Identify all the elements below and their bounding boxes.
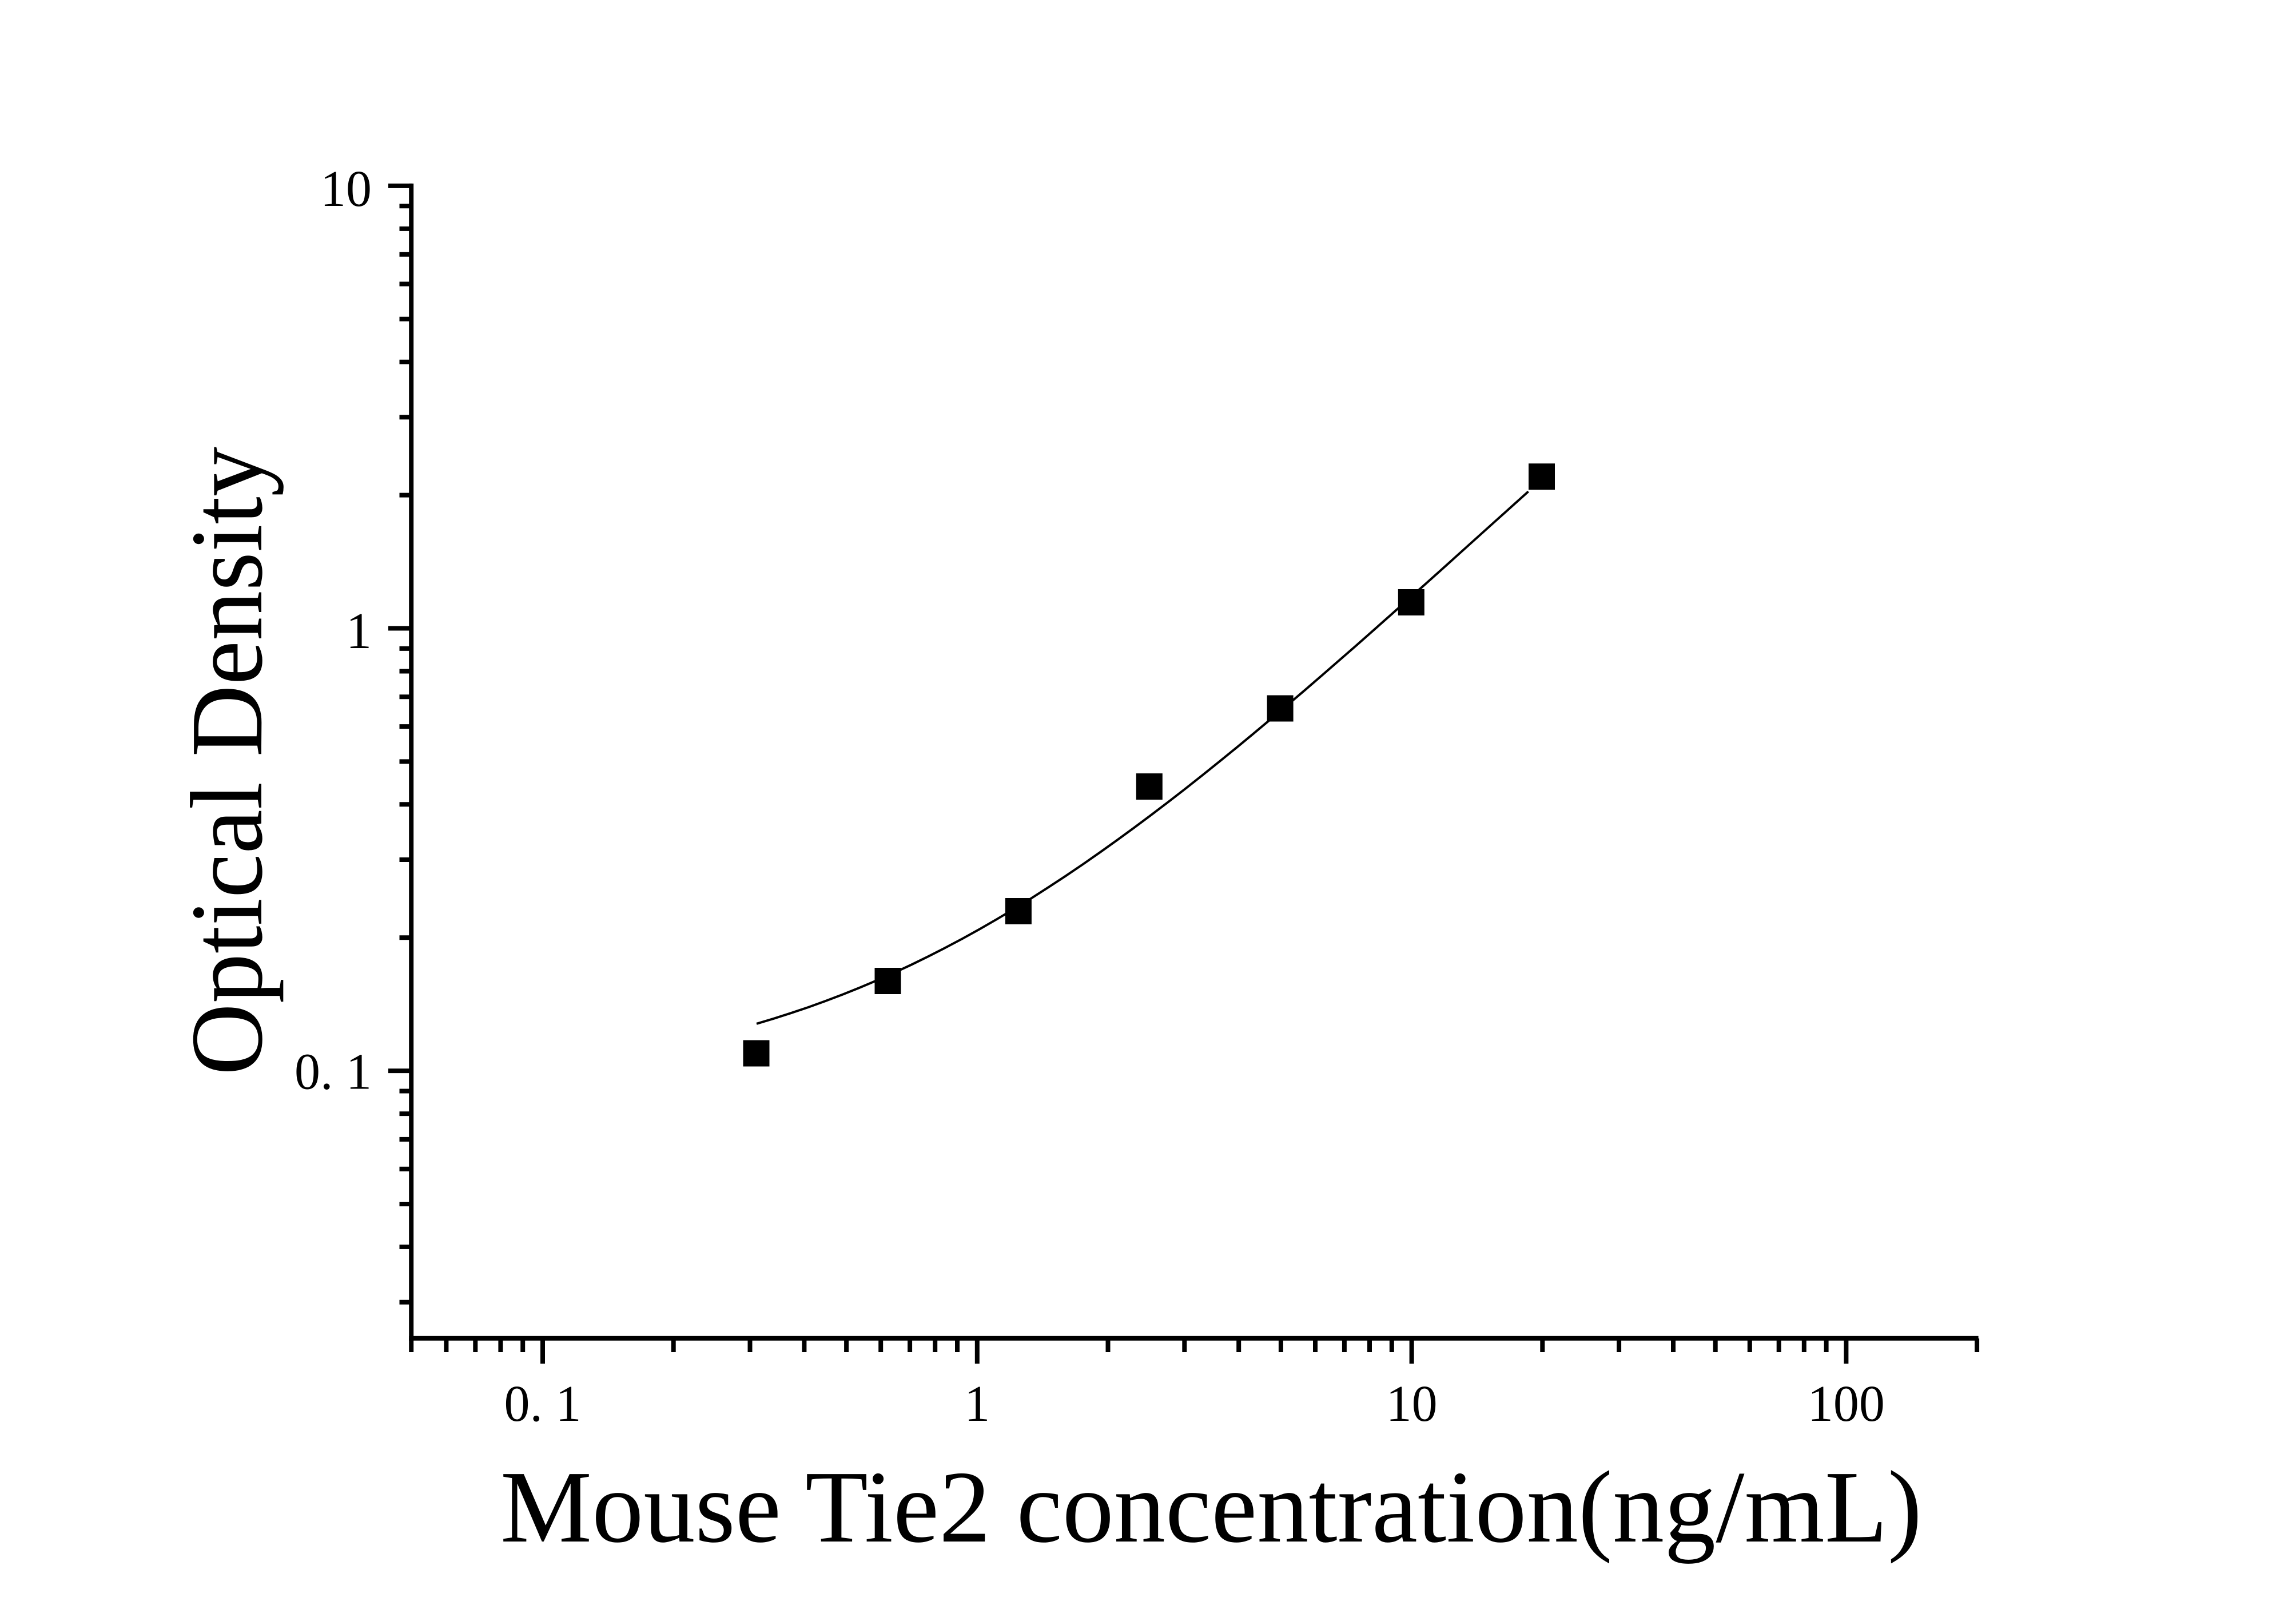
svg-text:Mouse Tie2 concentration(ng/mL: Mouse Tie2 concentration(ng/mL)	[500, 1450, 1922, 1564]
svg-text:1: 1	[964, 1376, 990, 1432]
svg-text:10: 10	[320, 161, 372, 217]
svg-text:0. 1: 0. 1	[295, 1044, 372, 1101]
svg-text:Optical Density: Optical Density	[170, 447, 284, 1075]
svg-text:1: 1	[346, 603, 372, 660]
svg-text:10: 10	[1386, 1376, 1438, 1432]
svg-text:100: 100	[1808, 1376, 1885, 1432]
svg-text:0. 1: 0. 1	[504, 1376, 582, 1432]
